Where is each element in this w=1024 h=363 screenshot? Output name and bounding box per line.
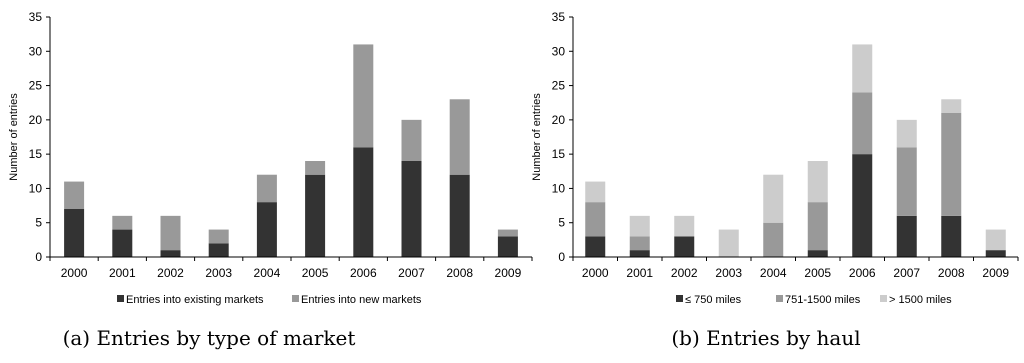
bar-segment-2003-series-1: [208, 243, 229, 257]
bar-segment-2005-series-2: [807, 202, 828, 251]
bar-segment-2007-series-1: [896, 215, 917, 257]
legend-label-series-1: Entries into existing markets: [126, 294, 264, 306]
x-tick-label: 2002: [157, 266, 184, 280]
bar-segment-2004-series-2: [256, 174, 277, 203]
y-tick-label: 10: [552, 181, 566, 195]
x-tick-label: 2003: [205, 266, 232, 280]
figure-caption: (b) Entries by haul: [671, 326, 860, 350]
bar-segment-2000-series-2: [585, 202, 606, 237]
y-tick-label: 0: [558, 250, 565, 264]
bar-segment-2007-series-2: [896, 147, 917, 216]
x-tick-label: 2005: [804, 266, 831, 280]
x-tick-label: 2001: [626, 266, 653, 280]
bar-segment-2009-series-1: [985, 250, 1006, 257]
bar-segment-2003-series-3: [718, 229, 739, 257]
bar-segment-2001-series-1: [112, 229, 133, 257]
bar-segment-2000-series-2: [64, 181, 85, 209]
bar-segment-2001-series-1: [629, 250, 650, 257]
x-tick-label: 2005: [302, 266, 329, 280]
y-tick-label: 5: [558, 216, 565, 230]
bar-segment-2005-series-3: [807, 161, 828, 203]
bar-segment-2009-series-2: [497, 229, 518, 237]
y-tick-label: 0: [35, 250, 42, 264]
bar-segment-2004-series-2: [763, 222, 784, 257]
chart-panel-a: 2000 2001 2002 2003 2004 2005 2006 2007 2008 2009…: [8, 10, 533, 350]
x-tick-label: 2000: [582, 266, 609, 280]
bar-segment-2000-series-1: [64, 209, 85, 257]
x-tick-label: 2004: [254, 266, 281, 280]
y-tick-label: 25: [29, 79, 43, 93]
y-tick-label: 10: [29, 181, 43, 195]
bar-segment-2000-series-3: [585, 181, 606, 203]
bar-segment-2009-series-3: [985, 229, 1006, 251]
bar-segment-2005-series-1: [807, 250, 828, 257]
y-tick-label: 20: [552, 113, 566, 127]
y-tick-label: 35: [29, 10, 43, 24]
x-tick-label: 2003: [715, 266, 742, 280]
bar-segment-2004-series-1: [256, 202, 277, 257]
bar-segment-2006-series-3: [852, 44, 873, 93]
bar-segment-2009-series-1: [497, 236, 518, 257]
bar-segment-2006-series-2: [353, 44, 374, 148]
bar-segment-2007-series-1: [401, 161, 422, 257]
x-tick-label: 2008: [938, 266, 965, 280]
bar-segment-2006-series-1: [353, 147, 374, 257]
y-tick-label: 15: [552, 147, 566, 161]
bar-segment-2002-series-2: [160, 215, 181, 251]
legend-label-series-1: ≤ 750 miles: [685, 294, 742, 306]
legend-label-series-2: 751-1500 miles: [785, 294, 861, 306]
bar-segment-2007-series-3: [896, 119, 917, 148]
legend-label-series-2: Entries into new markets: [301, 294, 422, 306]
legend-swatch-series-1: [676, 295, 683, 302]
bar-segment-2008-series-3: [941, 99, 962, 113]
y-tick-label: 25: [552, 79, 566, 93]
bar-segment-2002-series-3: [674, 215, 695, 237]
x-tick-label: 2002: [671, 266, 698, 280]
x-tick-label: 2009: [495, 266, 522, 280]
y-tick-label: 5: [35, 216, 42, 230]
y-tick-label: 35: [552, 10, 566, 24]
legend-label-series-3: > 1500 miles: [889, 294, 952, 306]
bar-segment-2008-series-1: [941, 215, 962, 257]
bar-segment-2001-series-2: [112, 215, 133, 230]
bar-segment-2002-series-1: [674, 236, 695, 257]
bar-segment-2004-series-3: [763, 174, 784, 223]
bar-segment-2008-series-2: [449, 99, 470, 175]
x-tick-label: 2009: [982, 266, 1009, 280]
y-axis-label: Number of entries: [531, 93, 543, 181]
y-tick-label: 20: [29, 113, 43, 127]
bar-segment-2002-series-1: [160, 250, 181, 257]
bar-segment-2005-series-1: [305, 174, 326, 257]
legend-swatch-series-3: [880, 295, 887, 302]
chart-panel-b: 2000 2001 2002 2003 2004 2005 2006 2007 2008 2009…: [531, 10, 1019, 350]
bar-segment-2000-series-1: [585, 236, 606, 257]
bar-segment-2008-series-2: [941, 113, 962, 216]
y-tick-label: 30: [552, 44, 566, 58]
figure-caption: (a) Entries by type of market: [63, 326, 356, 350]
bar-segment-2005-series-2: [305, 161, 326, 175]
y-axis-label: Number of entries: [8, 93, 20, 181]
legend-swatch-series-1: [117, 295, 124, 302]
x-tick-label: 2008: [446, 266, 473, 280]
x-tick-label: 2004: [760, 266, 787, 280]
bar-segment-2001-series-2: [629, 236, 650, 251]
bar-segment-2006-series-1: [852, 154, 873, 257]
y-tick-label: 15: [29, 147, 43, 161]
bar-segment-2007-series-2: [401, 119, 422, 161]
x-tick-label: 2006: [849, 266, 876, 280]
y-tick-label: 30: [29, 44, 43, 58]
x-tick-label: 2000: [61, 266, 88, 280]
x-tick-label: 2007: [893, 266, 920, 280]
bar-segment-2008-series-1: [449, 174, 470, 257]
legend-swatch-series-2: [776, 295, 783, 302]
bar-segment-2006-series-2: [852, 92, 873, 155]
x-tick-label: 2006: [350, 266, 377, 280]
bar-segment-2003-series-2: [208, 229, 229, 244]
bar-segment-2001-series-3: [629, 215, 650, 237]
x-tick-label: 2001: [109, 266, 136, 280]
x-tick-label: 2007: [398, 266, 425, 280]
legend-swatch-series-2: [292, 295, 299, 302]
